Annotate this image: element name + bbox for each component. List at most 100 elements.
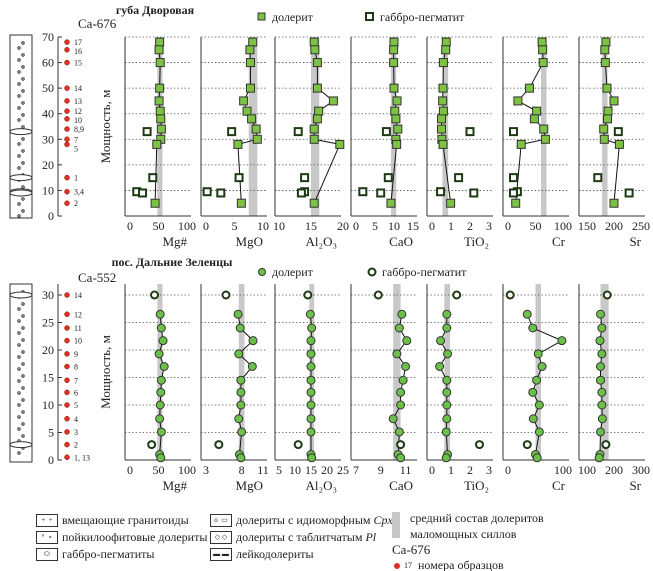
- x-tick-label: 50: [153, 463, 165, 477]
- dolerite-point: [557, 336, 567, 346]
- average-band: [535, 284, 541, 460]
- ellipse-pattern-icon: ⬭: [36, 548, 58, 561]
- dolerite-point: [436, 336, 446, 346]
- sample-marker: [64, 200, 70, 206]
- dolerite-point: [601, 37, 611, 47]
- dolerite-point: [248, 336, 258, 346]
- sample-number: 15: [74, 59, 82, 68]
- legend-pl-label: долериты с таблитчатым: [236, 530, 363, 544]
- legend-marker: [258, 268, 266, 276]
- pegmatite-lens: [9, 128, 33, 136]
- texture-dot: [17, 94, 21, 98]
- pegmatite-point: [509, 127, 518, 137]
- sample-marker: [64, 441, 70, 448]
- dolerite-point: [537, 362, 547, 371]
- x-tick-label: 100: [554, 463, 572, 477]
- dolerite-point: [394, 427, 404, 437]
- x-tick-label: 15: [305, 219, 317, 233]
- sample-number: 3,4: [74, 188, 84, 197]
- sample-number: 13: [74, 97, 82, 106]
- x-tick-label: 0: [203, 219, 209, 233]
- dolerite-point: [335, 139, 345, 149]
- dolerite-point: [306, 427, 316, 437]
- dolerite-point: [305, 309, 315, 319]
- legend-label: габбро-пегматит: [382, 265, 467, 279]
- dolerite-point: [306, 400, 316, 410]
- sample-number: 7: [74, 135, 78, 144]
- sample-number: 8,9: [74, 125, 84, 134]
- dolerite-point: [603, 106, 613, 116]
- dolerite-point: [600, 58, 610, 68]
- pegmatite-point: [396, 440, 406, 450]
- chart-title: пос. Дальние Зеленцы: [112, 255, 233, 269]
- x-axis-label: TiO₂: [464, 478, 489, 493]
- dolerite-point: [234, 349, 244, 359]
- dolerite-point: [539, 124, 549, 134]
- y-tick-label: 10: [42, 398, 54, 412]
- x-tick-label: 10: [388, 219, 400, 233]
- pegmatite-lens: [9, 174, 33, 182]
- sample-marker: [64, 311, 70, 317]
- dolerite-point: [522, 309, 532, 319]
- pegmatite-point: [227, 127, 237, 137]
- y-axis-label: Мощность, м: [98, 90, 113, 164]
- dolerite-point: [446, 198, 456, 208]
- dolerite-point: [314, 106, 324, 116]
- texture-dot: [17, 451, 21, 455]
- dolerite-point: [236, 400, 246, 410]
- pegmatite-point: [465, 127, 475, 137]
- legend-cpx: o ▭ долериты с идиоморфным Cpx: [210, 513, 393, 528]
- dolerite-point: [306, 349, 316, 359]
- dolerite-point: [159, 362, 169, 371]
- sample-marker: [64, 389, 70, 396]
- x-tick-label: 200: [605, 219, 623, 233]
- sample-marker: [64, 141, 70, 148]
- texture-dot: [17, 46, 21, 50]
- pegmatite-point: [221, 290, 231, 300]
- pegmatite-point: [358, 187, 368, 197]
- dolerite-point: [596, 362, 605, 371]
- x-axis-label: Cr: [552, 478, 566, 493]
- y-tick-label: 15: [42, 371, 54, 385]
- y-tick-label: 60: [42, 56, 54, 70]
- x-axis-label: Sr: [629, 234, 641, 249]
- sample-number: 14: [74, 84, 82, 93]
- dolerite-point: [597, 400, 607, 410]
- dolerite-point: [248, 37, 258, 47]
- dolerite-point: [386, 198, 396, 208]
- dolerite-point: [155, 58, 165, 68]
- dolerite-point: [438, 96, 448, 106]
- texture-dot: [21, 65, 25, 69]
- average-band: [157, 284, 163, 460]
- sample-marker: [64, 325, 70, 331]
- texture-dot: [21, 434, 25, 438]
- dolerite-point: [442, 375, 452, 385]
- dolerite-point: [516, 139, 526, 149]
- dolerite-point: [442, 400, 452, 410]
- x-tick-label: 5: [372, 219, 378, 233]
- pegmatite-point: [383, 173, 393, 183]
- pl-pattern-icon: ◇ ◇: [210, 531, 232, 544]
- dolerite-point: [401, 362, 411, 371]
- texture-dot: [21, 374, 25, 378]
- dolerite-point: [540, 134, 550, 144]
- x-tick-label: 100: [578, 463, 596, 477]
- x-axis-label: Mg#: [162, 234, 187, 249]
- x-tick-label: 2: [467, 219, 473, 233]
- dolerite-point: [154, 349, 164, 359]
- legend-pegmatites: ⬭ габбро-пегматиты: [36, 547, 154, 562]
- sample-marker: [64, 351, 70, 357]
- dolerite-point: [152, 139, 162, 149]
- dolerite-point: [245, 45, 255, 55]
- pegmatite-point: [454, 173, 464, 183]
- legend-label: габбро-пегматит: [380, 10, 465, 24]
- sample-marker: [64, 416, 70, 422]
- pegmatite-point: [505, 290, 515, 300]
- dolerite-point: [441, 45, 451, 55]
- dolerite-point: [513, 96, 523, 106]
- sample-number: 2: [74, 199, 78, 208]
- dolerite-point: [156, 375, 166, 385]
- dolerite-point: [306, 362, 316, 371]
- x-tick-label: 0: [127, 463, 133, 477]
